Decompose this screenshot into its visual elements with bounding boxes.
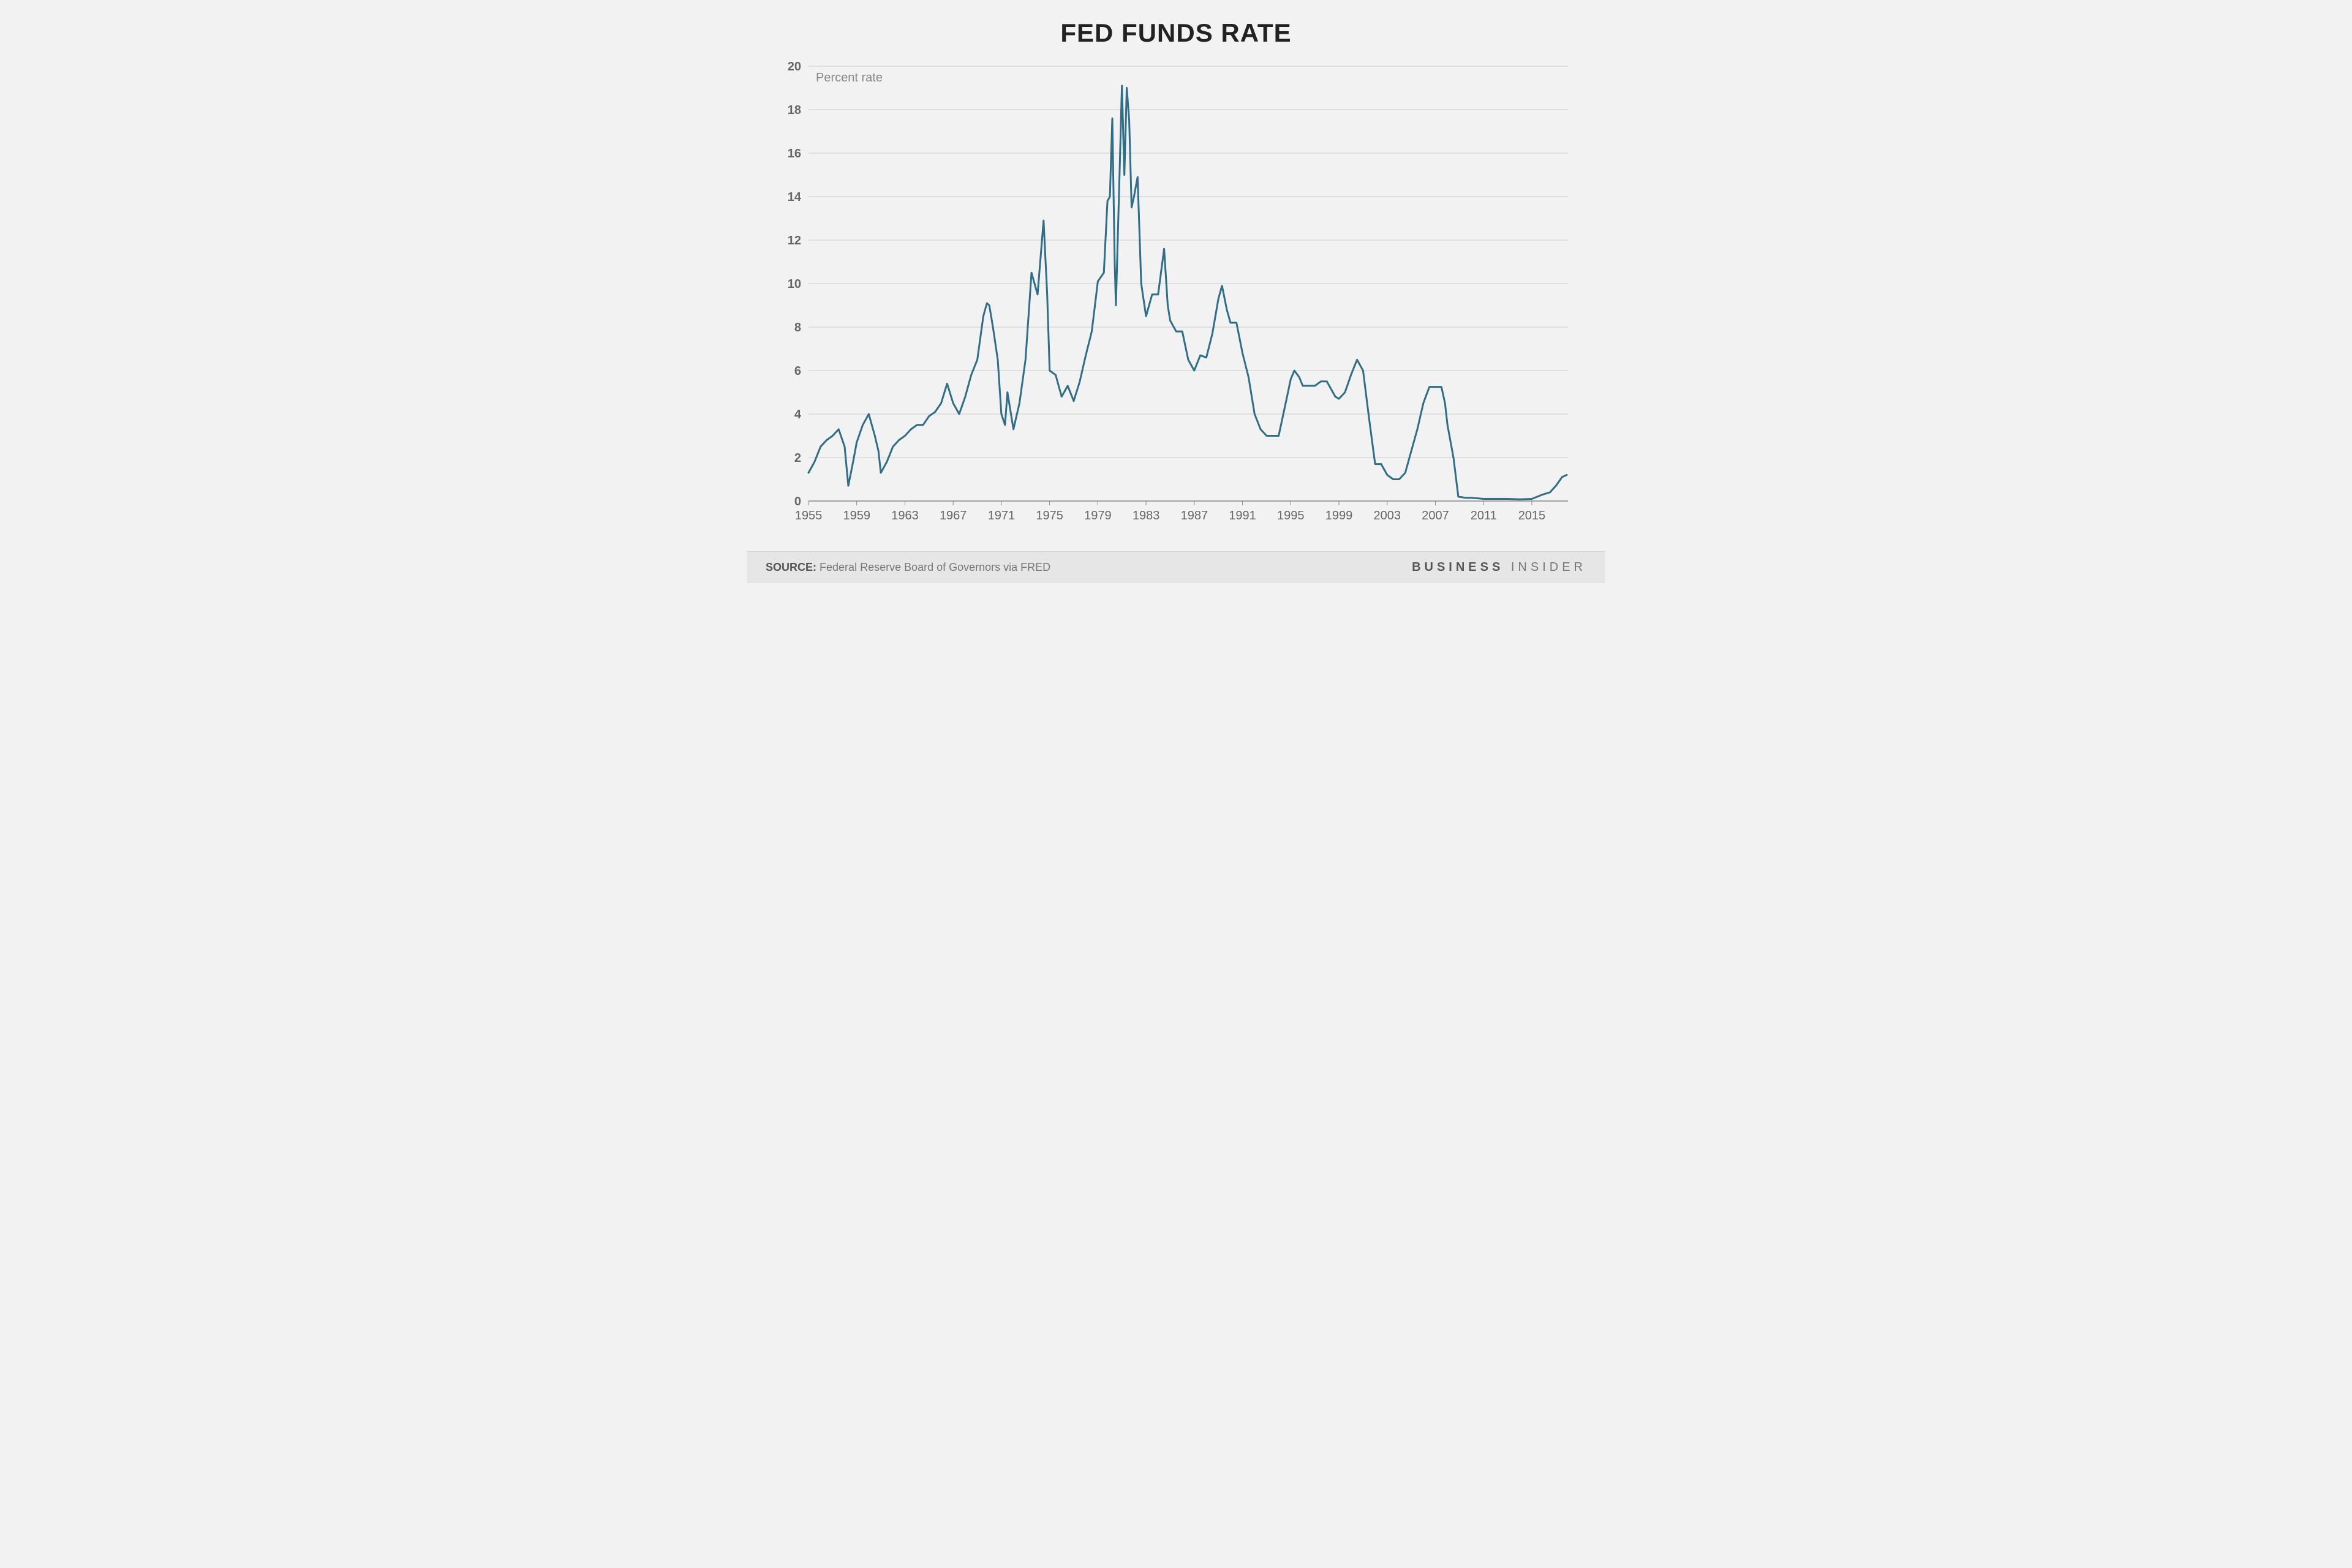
svg-text:1975: 1975 xyxy=(1036,509,1063,522)
svg-text:1967: 1967 xyxy=(940,509,967,522)
svg-text:1979: 1979 xyxy=(1084,509,1112,522)
svg-text:2007: 2007 xyxy=(1422,509,1449,522)
chart-area: 0 2 4 6 8 10 12 14 16 18 20 1955 1959 1963 1967 1971 197… xyxy=(766,60,1586,532)
svg-text:14: 14 xyxy=(788,190,802,204)
svg-text:1955: 1955 xyxy=(795,509,823,522)
svg-text:18: 18 xyxy=(788,104,801,117)
source-body: Federal Reserve Board of Governors via F… xyxy=(820,561,1050,573)
svg-text:1959: 1959 xyxy=(843,509,870,522)
svg-text:16: 16 xyxy=(788,147,801,160)
svg-text:2011: 2011 xyxy=(1471,509,1497,522)
svg-text:4: 4 xyxy=(794,408,802,421)
svg-text:10: 10 xyxy=(788,277,801,291)
svg-text:0: 0 xyxy=(794,495,801,508)
y-axis-sublabel: Percent rate xyxy=(816,71,883,85)
svg-text:20: 20 xyxy=(788,60,801,74)
svg-text:1971: 1971 xyxy=(988,509,1016,522)
svg-text:2003: 2003 xyxy=(1374,509,1401,522)
svg-text:1983: 1983 xyxy=(1133,509,1160,522)
brand-bold: BUSINESS xyxy=(1412,560,1504,574)
svg-text:1999: 1999 xyxy=(1325,509,1353,522)
source-prefix: SOURCE: xyxy=(766,561,816,573)
svg-text:12: 12 xyxy=(788,234,801,247)
svg-text:1991: 1991 xyxy=(1229,509,1256,522)
svg-text:8: 8 xyxy=(794,321,801,334)
svg-text:1995: 1995 xyxy=(1277,509,1305,522)
brand-light: INSIDER xyxy=(1511,560,1586,574)
chart-footer: SOURCE: Federal Reserve Board of Governo… xyxy=(747,551,1605,583)
source-text: SOURCE: Federal Reserve Board of Governo… xyxy=(766,561,1050,574)
svg-text:2015: 2015 xyxy=(1518,509,1546,522)
line-chart-svg: 0 2 4 6 8 10 12 14 16 18 20 1955 1959 1963 1967 1971 197… xyxy=(766,60,1586,532)
brand-logo: BUSINESS INSIDER xyxy=(1412,560,1586,575)
svg-text:6: 6 xyxy=(794,364,801,378)
svg-text:1963: 1963 xyxy=(891,509,919,522)
svg-text:2: 2 xyxy=(794,451,801,465)
svg-text:1987: 1987 xyxy=(1181,509,1208,522)
chart-title: FED FUNDS RATE xyxy=(747,18,1605,48)
